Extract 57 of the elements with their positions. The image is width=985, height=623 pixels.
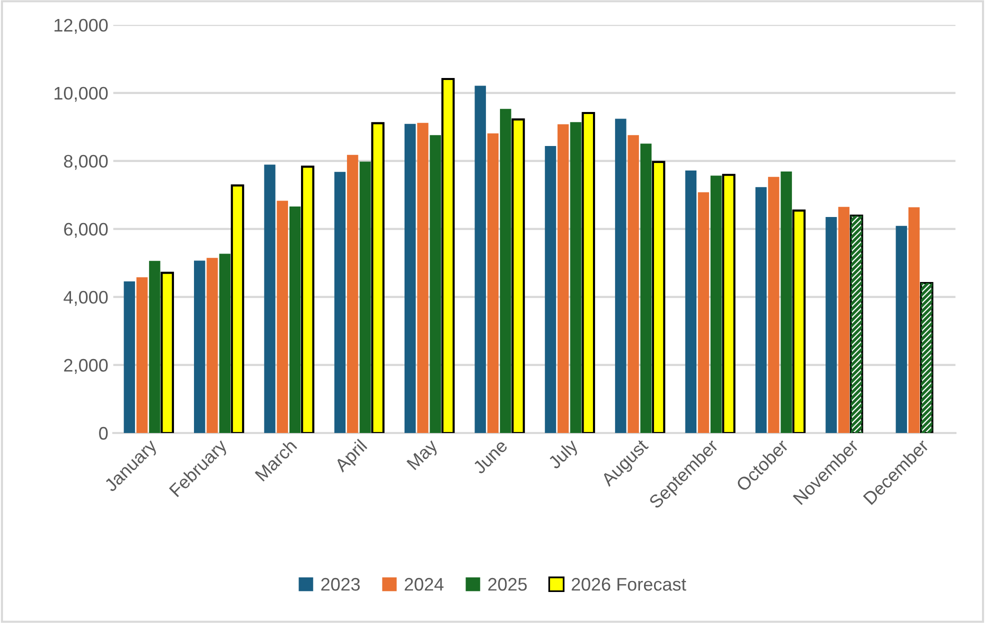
bar [430, 135, 442, 433]
bar [206, 258, 218, 433]
bar [710, 176, 722, 433]
bar [289, 206, 301, 433]
bar [544, 146, 556, 433]
bar [136, 277, 148, 433]
legend-label: 2024 [404, 578, 444, 591]
bar [570, 122, 582, 433]
bar [417, 122, 428, 433]
y-tick-label: 0 [99, 426, 108, 440]
bar [441, 78, 455, 433]
bar [264, 164, 276, 433]
bar [371, 122, 385, 433]
y-tick-label: 12,000 [54, 18, 108, 34]
bar [826, 217, 837, 433]
bar [755, 187, 767, 433]
bar [360, 162, 371, 433]
bar [615, 118, 626, 433]
bar [404, 124, 416, 433]
y-tick-label: 2,000 [64, 358, 108, 374]
bar [908, 207, 920, 433]
bar [500, 108, 512, 433]
bar [628, 135, 639, 433]
bar [652, 160, 666, 433]
bar [346, 154, 358, 433]
bar [780, 171, 792, 433]
bar [722, 174, 736, 433]
legend-label: 2026 Forecast [572, 578, 686, 591]
bar [334, 172, 346, 433]
bar [792, 210, 806, 433]
bar [896, 226, 908, 433]
y-tick-label: 4,000 [64, 290, 108, 306]
bar [685, 170, 696, 433]
bar [640, 144, 652, 433]
bar [582, 112, 596, 433]
bar [124, 281, 136, 433]
bar [276, 200, 288, 433]
y-tick-label: 8,000 [64, 154, 108, 170]
bar [219, 254, 230, 433]
bar [487, 133, 499, 433]
legend-label: 2025 [488, 578, 527, 591]
legend-label: 2023 [321, 578, 360, 591]
bar [768, 176, 780, 433]
bar [160, 272, 174, 433]
bar [230, 184, 244, 433]
bar [194, 260, 206, 433]
x-tick-label: May [406, 438, 441, 473]
y-tick-label: 6,000 [64, 222, 108, 238]
y-tick-label: 10,000 [54, 86, 108, 102]
bar [512, 118, 525, 433]
bar [474, 86, 486, 433]
bar [558, 124, 569, 433]
x-tick-label: July [546, 438, 582, 472]
bar [698, 192, 710, 433]
bar [149, 260, 160, 433]
bar [838, 206, 850, 433]
bar [301, 166, 314, 433]
